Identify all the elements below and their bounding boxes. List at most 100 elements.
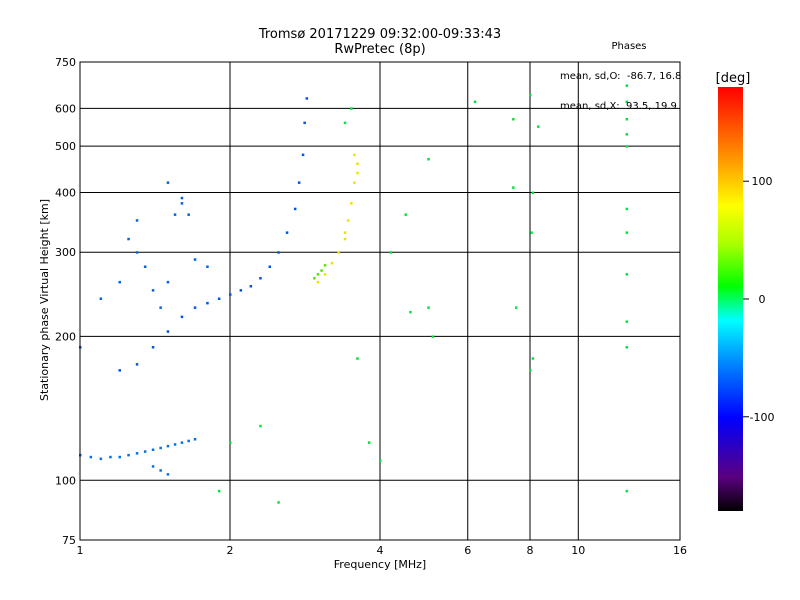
data-point — [625, 207, 629, 211]
x-tick-label: 4 — [377, 544, 384, 557]
data-point — [151, 465, 155, 468]
data-point — [431, 335, 435, 338]
data-point — [217, 297, 221, 300]
data-point — [356, 162, 359, 165]
data-point — [127, 237, 130, 241]
data-point — [337, 251, 340, 254]
phase-stats: Phases mean, sd,O: -86.7, 16.8 mean, sd,… — [560, 22, 682, 122]
x-tick-label: 6 — [464, 544, 471, 557]
data-point — [118, 280, 121, 284]
data-point — [529, 93, 532, 97]
data-point — [323, 273, 327, 276]
data-point — [625, 231, 629, 234]
data-point — [180, 315, 184, 319]
data-point — [99, 457, 103, 461]
data-point — [229, 441, 232, 444]
data-point — [135, 219, 139, 222]
data-point — [330, 261, 334, 265]
data-point — [313, 277, 316, 280]
data-point — [625, 118, 629, 121]
data-point — [217, 489, 221, 493]
data-point — [530, 231, 533, 234]
data-point — [249, 285, 253, 288]
data-point — [625, 489, 629, 493]
data-point — [159, 469, 162, 472]
y-axis-label: Stationary phase Virtual Height [km] — [38, 199, 51, 401]
colorbar-tick-label: -100 — [750, 411, 775, 424]
data-point — [625, 346, 629, 349]
data-point — [143, 265, 147, 268]
chart-title: Tromsø 20171229 09:32:00-09:33:43 — [258, 27, 502, 42]
stats-heading: Phases — [611, 41, 647, 52]
y-tick-label: 100 — [55, 474, 76, 487]
x-tick-labels: 1 2 4 6 8 10 16 — [77, 544, 688, 557]
data-point — [166, 444, 170, 448]
data-point — [347, 219, 350, 222]
data-point — [268, 265, 271, 268]
data-point — [166, 330, 170, 333]
data-point — [229, 293, 232, 296]
y-tick-label: 300 — [55, 246, 76, 259]
data-point — [135, 251, 139, 254]
data-point — [515, 306, 518, 309]
data-point — [173, 213, 177, 216]
data-point — [356, 171, 359, 175]
data-point — [389, 251, 393, 254]
data-point — [193, 438, 197, 441]
data-point — [187, 213, 190, 216]
data-point — [531, 357, 535, 360]
data-point — [625, 145, 629, 148]
colorbar — [718, 87, 743, 511]
data-point — [350, 107, 353, 110]
data-point — [625, 273, 629, 276]
data-point — [187, 439, 190, 443]
data-point — [320, 269, 323, 272]
data-point — [143, 450, 147, 453]
x-axis-label: Frequency [MHz] — [334, 558, 426, 571]
colorbar-tick-label: 0 — [759, 293, 766, 306]
data-point — [151, 448, 155, 451]
data-point — [529, 369, 532, 372]
data-point — [259, 424, 262, 428]
data-point — [293, 207, 297, 211]
data-point — [427, 158, 430, 161]
data-point — [473, 100, 477, 103]
data-point — [206, 301, 209, 305]
stats-line-o: mean, sd,O: -86.7, 16.8 — [560, 71, 682, 82]
data-point — [625, 133, 629, 136]
grid-lines — [80, 62, 680, 540]
data-point — [135, 363, 139, 366]
data-point — [135, 452, 139, 455]
data-point — [343, 231, 347, 234]
data-point — [356, 357, 359, 360]
data-point — [239, 289, 243, 292]
y-tick-label: 600 — [55, 102, 76, 115]
data-point — [159, 446, 162, 450]
data-point — [173, 443, 177, 446]
data-point — [367, 441, 371, 444]
data-point — [99, 297, 103, 300]
data-point — [166, 473, 170, 476]
y-tick-label: 400 — [55, 186, 76, 199]
stats-line-x: mean, sd,X: 93.5, 19.9 — [560, 101, 677, 112]
data-point — [625, 84, 629, 87]
data-point — [109, 455, 112, 459]
x-tick-label: 10 — [571, 544, 585, 557]
data-point — [151, 289, 155, 292]
data-point — [89, 455, 93, 459]
data-point — [151, 346, 155, 349]
data-point — [193, 306, 197, 309]
data-point — [353, 181, 356, 184]
data-point — [409, 310, 412, 314]
data-point — [323, 264, 327, 267]
x-tick-label: 1 — [77, 544, 84, 557]
x-tick-label: 8 — [527, 544, 534, 557]
data-point — [350, 202, 353, 205]
data-point — [379, 459, 382, 462]
data-point — [537, 125, 540, 128]
data-point — [427, 306, 430, 309]
colorbar-ticks: 100 0 -100 — [743, 175, 774, 424]
data-point — [193, 258, 197, 261]
data-point — [127, 453, 130, 457]
data-point — [303, 121, 306, 125]
